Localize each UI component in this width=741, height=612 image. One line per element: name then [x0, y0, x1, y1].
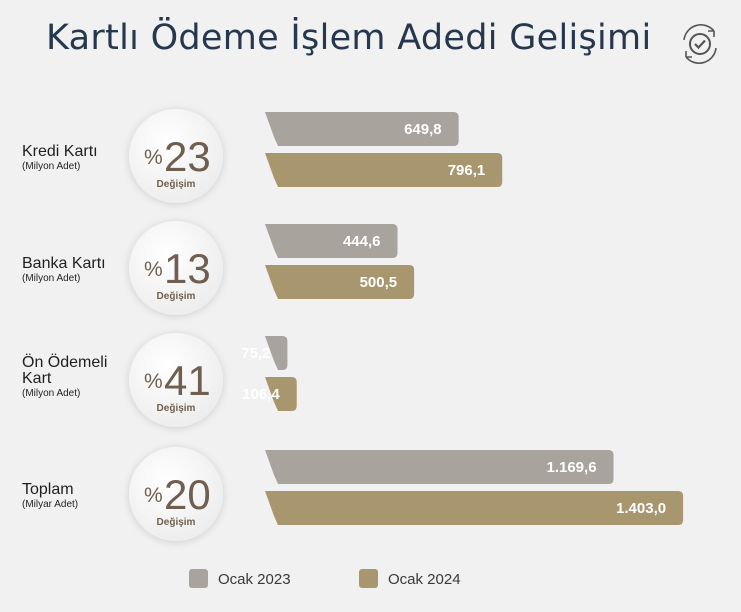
- category-label-3-0: Toplam: [22, 481, 74, 498]
- change-circle-0: [129, 109, 223, 203]
- change-circle-1: [129, 221, 223, 315]
- change-value-3: 20: [164, 471, 211, 518]
- bar-0-0: [265, 112, 459, 146]
- change-circle-3: [129, 447, 223, 541]
- change-value-2: 41: [164, 357, 211, 404]
- bar-2-0: [265, 336, 288, 370]
- change-value-1: 13: [164, 245, 211, 292]
- change-caption-2: Değişim: [157, 403, 196, 414]
- bar-value-label-0-0: 649,8: [404, 121, 442, 138]
- bar-value-label-1-0: 444,6: [343, 233, 381, 250]
- category-label-2-0: Ön Ödemeli: [22, 353, 107, 371]
- category-unit-2: (Milyon Adet): [22, 388, 80, 399]
- category-unit-3: (Milyar Adet): [22, 499, 78, 510]
- change-percent-sign-1: %: [144, 258, 163, 281]
- change-value-0: 23: [164, 133, 211, 180]
- bar-value-label-3-1: 1.403,0: [616, 500, 666, 517]
- bar-value-label-1-1: 500,5: [360, 274, 398, 291]
- category-unit-1: (Milyon Adet): [22, 273, 80, 284]
- chart-title: Kartlı Ödeme İşlem Adedi Gelişimi: [46, 18, 652, 58]
- change-percent-sign-3: %: [144, 484, 163, 507]
- change-caption-0: Değişim: [157, 179, 196, 190]
- bar-2-1: [265, 377, 297, 411]
- bar-1-1: [265, 265, 415, 299]
- legend-label-1: Ocak 2024: [388, 571, 461, 588]
- category-unit-0: (Milyon Adet): [22, 161, 80, 172]
- change-caption-3: Değişim: [157, 517, 196, 528]
- bar-value-label-0-1: 796,1: [448, 162, 486, 179]
- category-label-1-0: Banka Kartı: [22, 255, 106, 272]
- bar-0-1: [265, 153, 503, 187]
- change-circle-2: [129, 333, 223, 427]
- check-circle-refresh-icon: [683, 24, 717, 64]
- bar-3-1: [265, 491, 684, 525]
- change-caption-1: Değişim: [157, 291, 196, 302]
- bar-3-0: [265, 450, 614, 484]
- change-percent-sign-0: %: [144, 146, 163, 169]
- legend-label-0: Ocak 2023: [218, 571, 291, 588]
- bar-value-label-3-0: 1.169,6: [546, 459, 596, 476]
- change-percent-sign-2: %: [144, 370, 163, 393]
- category-label-0-0: Kredi Kartı: [22, 143, 98, 160]
- bar-1-0: [265, 224, 398, 258]
- category-label-2-1: Kart: [22, 370, 52, 387]
- legend-swatch-1: [359, 569, 378, 588]
- bar-value-label-2-0: 75,2: [241, 345, 270, 362]
- legend-swatch-0: [189, 569, 208, 588]
- bar-value-label-2-1: 106,4: [242, 386, 280, 403]
